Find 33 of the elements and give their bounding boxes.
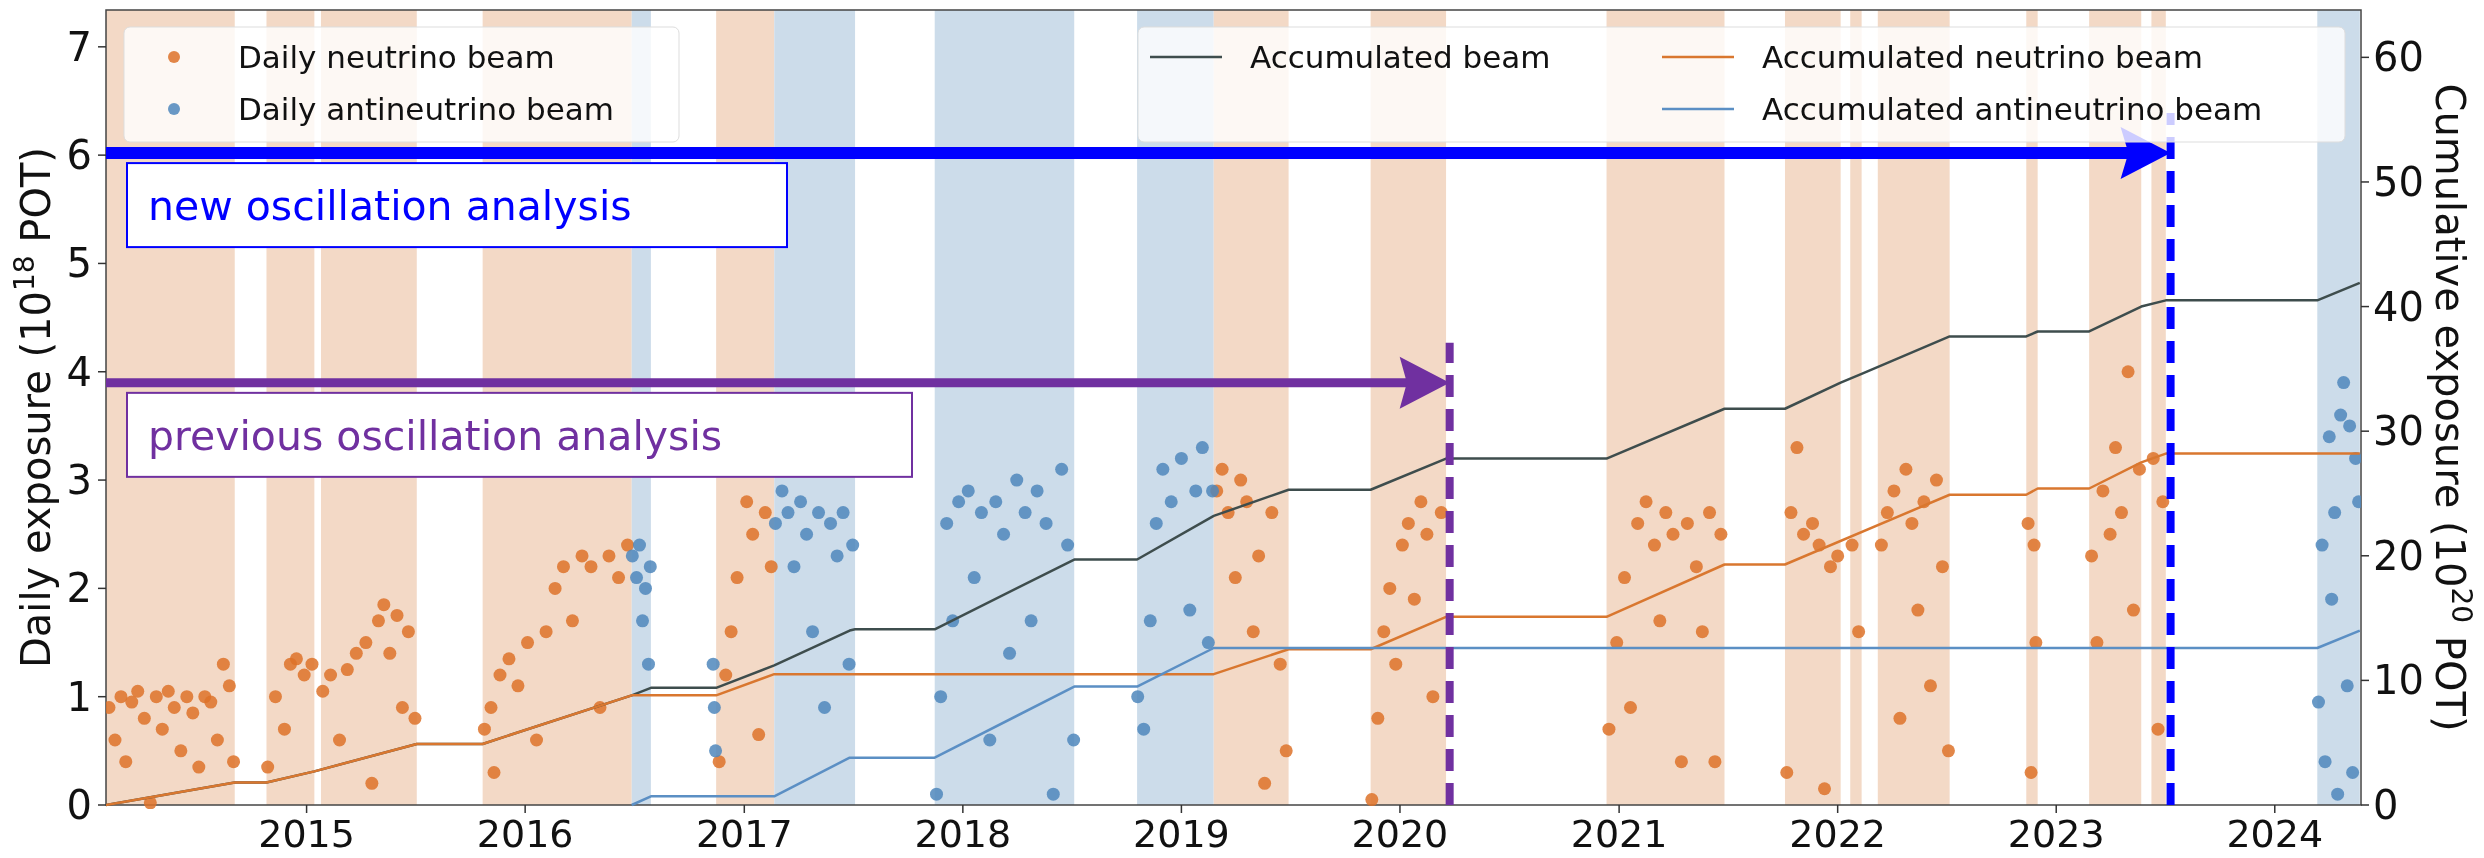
y-tick-label: 0: [66, 782, 92, 828]
x-tick-label: 2016: [476, 812, 574, 856]
ref-line-label: new oscillation analysis: [148, 182, 632, 231]
y-tick-label: 4: [66, 348, 92, 395]
y2-tick-label: 60: [2373, 34, 2424, 81]
legend-label: Daily antineutrino beam: [238, 91, 614, 127]
x-tick-label: 2018: [914, 812, 1012, 856]
x-tick-label: 2022: [1789, 812, 1887, 856]
x-tick-label: 2020: [1351, 812, 1449, 856]
x-tick-label: 2023: [2007, 812, 2105, 856]
legend-label: Daily neutrino beam: [238, 39, 555, 75]
x-tick-label: 2021: [1570, 812, 1668, 856]
y-tick-label: 3: [66, 457, 92, 504]
legend-label: Accumulated beam: [1250, 39, 1551, 75]
legend-label: Accumulated neutrino beam: [1762, 39, 2203, 75]
x-tick-label: 2024: [2226, 812, 2324, 856]
line-series: [630, 629, 2361, 807]
x-tick-label: 2019: [1133, 812, 1230, 856]
y2-tick-label: 30: [2373, 408, 2424, 455]
y-tick-label: 5: [66, 240, 92, 287]
y2-tick-label: 10: [2373, 657, 2424, 704]
y2-tick-label: 50: [2373, 158, 2424, 205]
y2-tick-label: 0: [2373, 782, 2399, 828]
y2-tick-label: 20: [2373, 532, 2424, 579]
y-tick-label: 7: [66, 23, 92, 70]
y-tick-label: 6: [66, 132, 92, 179]
y2-tick-label: 40: [2373, 283, 2424, 330]
x-tick-label: 2015: [258, 812, 355, 856]
y-tick-label: 1: [66, 673, 92, 720]
ref-line-label: previous oscillation analysis: [148, 411, 723, 460]
y-tick-label: 2: [66, 565, 92, 612]
legend-label: Accumulated antineutrino beam: [1762, 91, 2263, 127]
x-tick-label: 2017: [695, 812, 793, 856]
